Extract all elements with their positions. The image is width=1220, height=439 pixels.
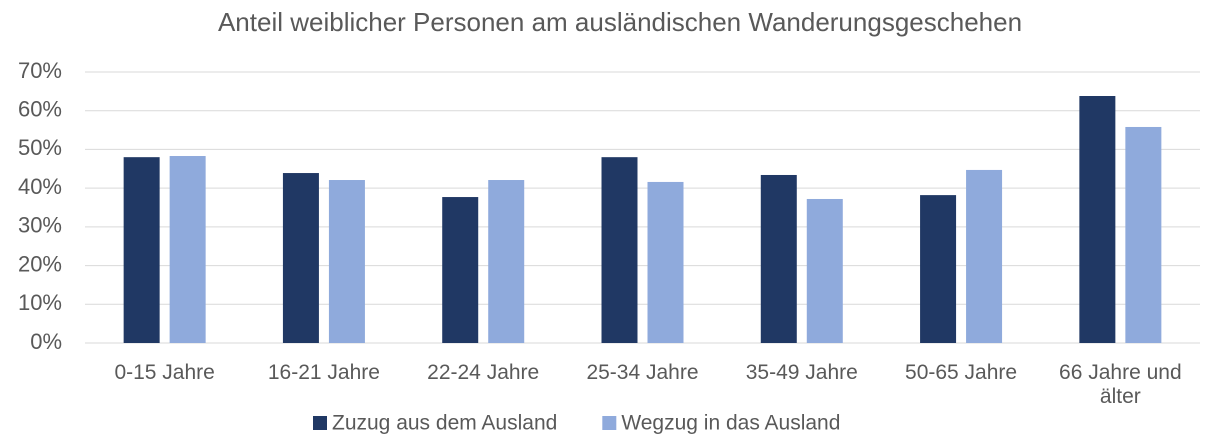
y-tick-label: 40% [18,174,62,199]
legend-label: Zuzug aus dem Ausland [332,412,557,435]
bar [806,198,843,343]
x-tick-label: 22-24 Jahre [427,361,540,384]
legend-label: Wegzug in das Ausland [621,412,840,435]
chart-title: Anteil weiblicher Personen am ausländisc… [218,7,1022,37]
x-tick-label: 0-15 Jahre [114,361,215,384]
y-tick-label: 0% [30,329,62,354]
bar [169,156,206,343]
bar [442,197,479,343]
bar [920,195,957,343]
bar [647,181,684,343]
y-tick-label: 10% [18,290,62,315]
x-tick-label: 66 Jahre und älter [1059,361,1182,408]
y-tick-label: 60% [18,97,62,122]
bar [1079,96,1116,343]
bar [123,157,160,343]
legend-swatch [313,416,327,430]
legend-swatch [602,416,617,430]
bar [966,169,1003,343]
y-tick-label: 70% [18,58,62,83]
x-tick-label: 16-21 Jahre [267,361,380,384]
y-tick-label: 50% [18,135,62,160]
bar [488,180,525,343]
y-tick-label: 30% [18,213,62,238]
bar [328,180,365,343]
bar [760,174,797,343]
x-tick-label: 35-49 Jahre [745,361,858,384]
y-tick-label: 20% [18,251,62,276]
bar [282,173,319,343]
x-tick-label: 25-34 Jahre [586,361,699,384]
x-tick-label: 50-65 Jahre [905,361,1018,384]
bar [1125,126,1162,343]
bar [601,157,638,343]
